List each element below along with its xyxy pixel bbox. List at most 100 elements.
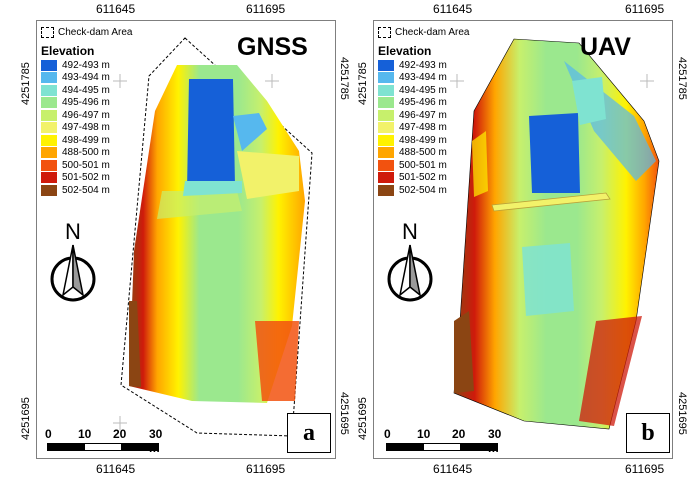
legend-swatch (378, 147, 394, 159)
legend-item: 501-502 m (41, 172, 132, 185)
check-dam-swatch (378, 27, 391, 38)
coord-top-right: 611695 (246, 2, 286, 16)
elevation-red-edge (255, 321, 299, 401)
legend-swatch (41, 134, 57, 146)
legend-item: 495-496 m (41, 97, 132, 110)
legend-label: 502-504 m (62, 184, 110, 196)
legend-swatch (41, 59, 57, 71)
legend-swatch (378, 72, 394, 84)
legend-swatch (41, 172, 57, 184)
coord-left-top: 4251785 (357, 62, 369, 105)
legend-swatch (41, 97, 57, 109)
legend-swatch (378, 84, 394, 96)
north-arrow: N (382, 219, 438, 310)
elevation-pool-edge (183, 181, 242, 196)
scale-bar: 0 10 20 30 m (384, 427, 514, 455)
elevation-right-red (579, 316, 642, 426)
legend-item: 496-497 m (378, 109, 469, 122)
legend-item: 496-497 m (41, 109, 132, 122)
elevation-upper-shelf (237, 151, 299, 199)
coord-top-right: 611695 (625, 2, 665, 16)
legend-swatch (378, 109, 394, 121)
legend-item: 494-495 m (378, 84, 469, 97)
legend-swatch (41, 72, 57, 84)
elevation-surface (129, 65, 305, 403)
legend-label: 494-495 m (62, 84, 110, 96)
elevation-low-pool (187, 79, 235, 191)
legend-item: 494-495 m (41, 84, 132, 97)
panel-label: b (626, 413, 670, 453)
legend-swatch (378, 122, 394, 134)
legend-title: Elevation (41, 44, 95, 58)
elevation-map-uav (450, 38, 660, 430)
coord-top-left: 611645 (433, 2, 473, 16)
legend-swatch (378, 97, 394, 109)
scale-tick-10: 10 (417, 427, 431, 441)
coord-bottom-left: 611645 (96, 462, 136, 476)
legend-label: 497-498 m (62, 122, 110, 134)
legend-label: 493-494 m (399, 72, 447, 84)
legend-item: 493-494 m (378, 72, 469, 85)
elevation-dark-edge (129, 301, 141, 387)
legend-swatch (41, 84, 57, 96)
legend-item: 492-493 m (41, 59, 132, 72)
legend-title: Elevation (378, 44, 432, 58)
elevation-map-gnss (113, 37, 313, 437)
legend-area-label: Check-dam Area (58, 27, 133, 38)
legend-swatch (378, 172, 394, 184)
elevation-surface (453, 38, 660, 430)
legend-swatch (41, 147, 57, 159)
legend-item: 488-500 m (41, 147, 132, 160)
coord-right-bottom: 4251695 (338, 392, 350, 435)
legend-item: 498-499 m (378, 134, 469, 147)
legend-label: 492-493 m (62, 59, 110, 71)
coord-bottom-right: 611695 (246, 462, 286, 476)
check-dam-swatch (41, 27, 54, 38)
scale-bar: 0 10 20 30 m (45, 427, 175, 455)
legend-item: 497-498 m (378, 122, 469, 135)
panel-title: UAV (580, 33, 631, 61)
panel-label: a (287, 413, 331, 453)
legend-swatch (41, 122, 57, 134)
elevation-mid-shelf (157, 191, 242, 219)
elevation-sediment-patch (522, 243, 574, 316)
legend-label: 501-502 m (62, 172, 110, 184)
scale-tick-0: 0 (45, 427, 52, 441)
coord-right-top: 4251785 (338, 57, 350, 100)
grid-crosses (113, 74, 279, 430)
north-label: N (402, 219, 418, 244)
panel-title: GNSS (237, 33, 308, 61)
legend-label: 496-497 m (399, 109, 447, 121)
legend-item: 492-493 m (378, 59, 469, 72)
legend-label: 501-502 m (399, 172, 447, 184)
elevation-low-pool (529, 113, 580, 193)
north-label: N (65, 219, 81, 244)
legend-label: 498-499 m (399, 134, 447, 146)
north-arrow: N (45, 219, 101, 310)
legend-label: 498-499 m (62, 134, 110, 146)
legend-label: 494-495 m (399, 84, 447, 96)
coord-left-bottom: 4251695 (20, 397, 32, 440)
legend-area-row: Check-dam Area (41, 27, 132, 38)
dam-crest (491, 192, 611, 212)
legend-swatch (41, 159, 57, 171)
coord-top-left: 611645 (96, 2, 136, 16)
legend-label: 493-494 m (62, 72, 110, 84)
legend-label: 495-496 m (62, 97, 110, 109)
scale-tick-20: 20 (452, 427, 466, 441)
legend-area-label: Check-dam Area (395, 27, 470, 38)
grid-crosses (450, 74, 654, 88)
legend-item: 497-498 m (41, 122, 132, 135)
scale-tick-10: 10 (78, 427, 92, 441)
legend-label: 500-501 m (399, 159, 447, 171)
legend-item: 493-494 m (41, 72, 132, 85)
scale-tick-20: 20 (113, 427, 127, 441)
legend-swatch (41, 184, 57, 196)
elevation-left-band (472, 131, 488, 197)
legend-label: 496-497 m (62, 109, 110, 121)
legend-item: 500-501 m (41, 159, 132, 172)
legend-rows: 492-493 m 493-494 m 494-495 m 495-496 m 496-… (378, 59, 469, 197)
legend-label: 488-500 m (399, 147, 447, 159)
legend-label: 502-504 m (399, 184, 447, 196)
legend-item: 500-501 m (378, 159, 469, 172)
